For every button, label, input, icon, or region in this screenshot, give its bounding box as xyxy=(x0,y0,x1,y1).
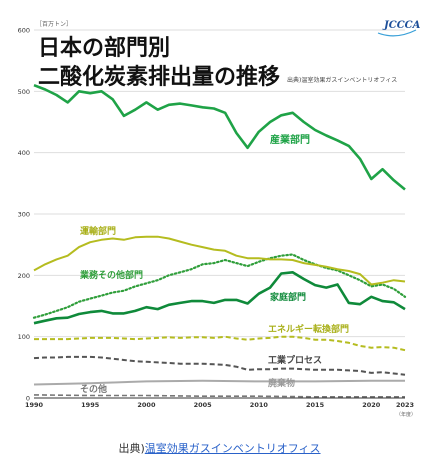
y-tick-label: 0 xyxy=(26,395,30,403)
series-line xyxy=(34,335,406,352)
series-label-sonota: その他 xyxy=(80,383,107,395)
series-label-kogyo: 工業プロセス xyxy=(268,354,322,366)
series-lines xyxy=(32,83,407,398)
x-tick-label: 2005 xyxy=(194,401,213,409)
series-line xyxy=(33,271,406,325)
grid-lines xyxy=(34,29,405,338)
series-label-energy: エネルギー転換部門 xyxy=(268,323,349,335)
chart-title-line2: 二酸化炭素排出量の推移 xyxy=(38,64,280,90)
x-unit-label: （年度） xyxy=(396,411,416,418)
axes: 0 100 200 300 400 500 600 1990 1995 2000 2005 2010 2… xyxy=(18,27,414,410)
emissions-chart: 0 100 200 300 400 500 600 1990 1995 2000 2005 2010 2… xyxy=(0,0,439,430)
logo-text: JCCCA xyxy=(382,20,421,31)
series-label-unyu: 運輸部門 xyxy=(80,225,116,237)
plot-background xyxy=(0,0,439,430)
series-line xyxy=(33,355,406,376)
y-tick-label: 500 xyxy=(18,88,30,96)
x-tick-label: 2023 xyxy=(396,401,414,409)
series-line xyxy=(33,235,406,286)
series-label-katei: 家庭部門 xyxy=(270,291,306,303)
series-label-sangyo: 産業部門 xyxy=(270,133,310,146)
series-line xyxy=(33,379,405,386)
x-tick-label: 2010 xyxy=(250,401,269,409)
y-unit-label: ［百万トン］ xyxy=(36,21,72,28)
x-tick-label: 2020 xyxy=(362,401,381,409)
caption: 出典)温室効果ガスインベントリオフィス xyxy=(0,440,439,456)
y-tick-label: 600 xyxy=(18,27,30,35)
series-labels: 産業部門 運輸部門 業務その他部門 家庭部門 エネルギー転換部門 工業プロセス … xyxy=(79,133,349,395)
series-line xyxy=(33,83,406,191)
y-tick-label: 300 xyxy=(18,211,30,219)
jccca-logo: JCCCA xyxy=(377,20,421,37)
y-tick-label: 100 xyxy=(18,333,30,341)
x-tick-label: 2015 xyxy=(306,401,325,409)
series-label-haikibutsu: 廃棄物 xyxy=(268,377,295,389)
x-tick-label: 1995 xyxy=(81,401,100,409)
y-tick-label: 200 xyxy=(18,272,30,280)
source-link[interactable]: 温室効果ガスインベントリオフィス xyxy=(144,442,321,455)
caption-prefix: 出典) xyxy=(118,442,145,455)
chart-title-line1: 日本の部門別 xyxy=(38,35,170,61)
series-line xyxy=(33,394,405,398)
y-tick-label: 400 xyxy=(18,149,30,157)
x-tick-label: 1990 xyxy=(25,401,44,409)
series-label-gyomu: 業務その他部門 xyxy=(79,269,143,281)
source-note: 出典)温室効果ガスインベントリオフィス xyxy=(287,76,397,84)
x-tick-label: 2000 xyxy=(137,401,156,409)
series-line xyxy=(32,253,407,319)
